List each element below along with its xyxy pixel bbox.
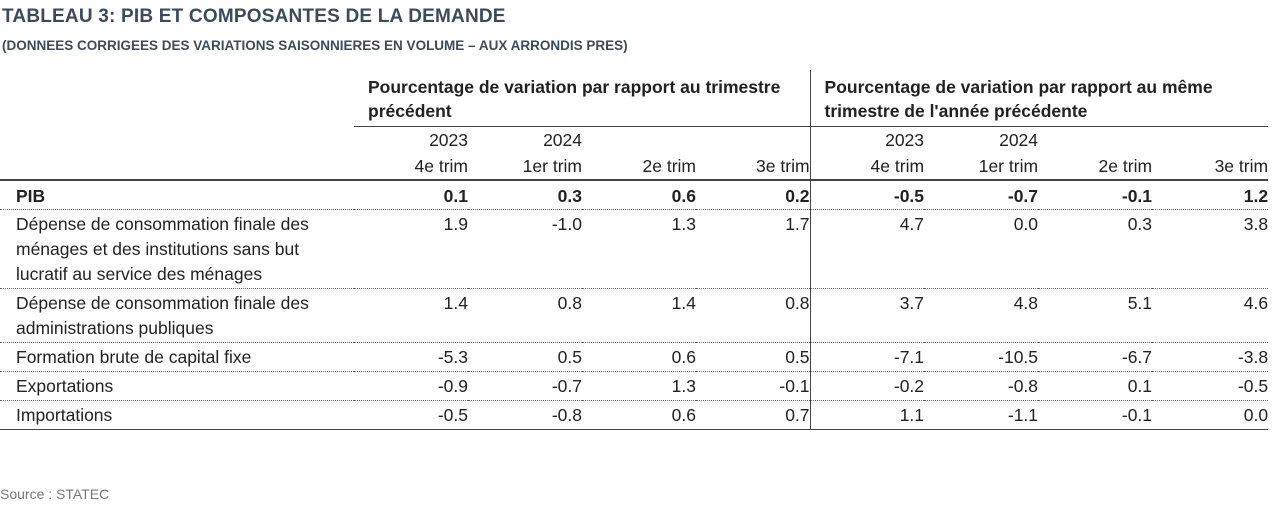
table-row: Formation brute de capital fixe -5.3 0.5… xyxy=(0,342,1269,372)
quarter-cell: 1er trim xyxy=(924,153,1039,181)
quarter-cell: 3e trim xyxy=(1152,153,1269,181)
table-title: TABLEAU 3: PIB ET COMPOSANTES DE LA DEMA… xyxy=(2,6,506,27)
year-cell xyxy=(696,126,811,153)
row-label: Exportations xyxy=(0,371,354,401)
row-label: Formation brute de capital fixe xyxy=(0,342,354,372)
value-cell: -5.3 xyxy=(354,342,468,372)
value-cell: 1.2 xyxy=(1152,180,1269,210)
value-cell: 0.6 xyxy=(582,342,696,372)
value-cell: -0.5 xyxy=(810,180,925,210)
value-cell: 1.7 xyxy=(696,209,811,289)
group-header-row: Pourcentage de variation par rapport au … xyxy=(0,70,1269,127)
quarter-cell: 1er trim xyxy=(468,153,582,181)
row-label: PIB xyxy=(0,180,354,210)
value-cell: 0.7 xyxy=(696,400,811,430)
value-cell: 0.0 xyxy=(1152,400,1269,430)
year-cell xyxy=(1038,127,1152,154)
value-cell: 1.3 xyxy=(582,371,696,401)
value-cell: -0.2 xyxy=(810,371,925,401)
value-cell: -0.9 xyxy=(354,371,468,401)
value-cell: -0.8 xyxy=(924,371,1039,401)
row-label: Importations xyxy=(0,400,354,430)
value-cell: 0.5 xyxy=(696,342,811,372)
table-row: Dépense de consommation finale des admin… xyxy=(0,288,1269,343)
quarter-cell: 2e trim xyxy=(582,153,696,181)
value-cell: 0.8 xyxy=(696,288,811,343)
value-cell: -7.1 xyxy=(810,342,925,372)
value-cell: 0.3 xyxy=(1038,209,1153,289)
value-cell: -10.5 xyxy=(924,342,1039,372)
value-cell: 1.9 xyxy=(354,209,468,289)
year-cell xyxy=(582,127,696,154)
value-cell: 3.8 xyxy=(1152,209,1269,289)
value-cell: 4.6 xyxy=(1152,288,1269,343)
value-cell: 0.3 xyxy=(468,180,582,210)
year-cell: 2023 xyxy=(885,130,925,150)
value-cell: -0.1 xyxy=(1038,180,1153,210)
quarter-cell: 4e trim xyxy=(810,153,925,181)
value-cell: 1.3 xyxy=(582,209,696,289)
year-cell: 2024 xyxy=(543,130,582,150)
value-cell: -0.8 xyxy=(468,400,582,430)
value-cell: 0.0 xyxy=(924,209,1039,289)
value-cell: -0.7 xyxy=(924,180,1039,210)
value-cell: 0.2 xyxy=(696,180,811,210)
value-cell: -3.8 xyxy=(1152,342,1269,372)
value-cell: -1.0 xyxy=(468,209,582,289)
year-cell: 2024 xyxy=(999,130,1039,150)
value-cell: -0.7 xyxy=(468,371,582,401)
year-cell xyxy=(1152,127,1268,154)
value-cell: -0.5 xyxy=(1152,371,1269,401)
quarter-row: 4e trim 1er trim 2e trim 3e trim 4e trim… xyxy=(0,153,1269,181)
value-cell: -6.7 xyxy=(1038,342,1153,372)
row-label: Dépense de consommation finale des admin… xyxy=(0,288,354,343)
quarter-spacer xyxy=(0,153,354,181)
value-cell: 0.1 xyxy=(1038,371,1153,401)
year-row: 2023 2024 2023 2024 xyxy=(0,126,1268,154)
value-cell: 0.5 xyxy=(468,342,582,372)
table-row: Importations -0.5 -0.8 0.6 0.7 1.1 -1.1 … xyxy=(0,400,1269,430)
year-cell: 2023 xyxy=(429,130,468,150)
quarter-cell: 2e trim xyxy=(1038,153,1153,181)
quarter-cell: 3e trim xyxy=(696,153,811,181)
value-cell: 4.7 xyxy=(810,209,925,289)
quarter-cell: 4e trim xyxy=(354,153,468,181)
value-cell: 0.1 xyxy=(354,180,468,210)
table-row: Exportations -0.9 -0.7 1.3 -0.1 -0.2 -0.… xyxy=(0,371,1269,401)
table-row: Dépense de consommation finale des ménag… xyxy=(0,209,1269,289)
value-cell: 5.1 xyxy=(1038,288,1153,343)
row-label: Dépense de consommation finale des ménag… xyxy=(0,209,354,289)
value-cell: 1.4 xyxy=(354,288,468,343)
gdp-table: Pourcentage de variation par rapport au … xyxy=(0,70,1269,430)
group-header-spacer xyxy=(0,70,354,127)
value-cell: 1.1 xyxy=(810,400,925,430)
value-cell: -0.5 xyxy=(354,400,468,430)
group-header-yoy: Pourcentage de variation par rapport au … xyxy=(810,70,1269,127)
value-cell: -0.1 xyxy=(696,371,811,401)
value-cell: 1.4 xyxy=(582,288,696,343)
source-note: Source : STATEC xyxy=(0,486,110,502)
value-cell: -0.1 xyxy=(1038,400,1153,430)
value-cell: 3.7 xyxy=(810,288,925,343)
value-cell: -1.1 xyxy=(924,400,1039,430)
year-spacer xyxy=(0,127,354,154)
value-cell: 4.8 xyxy=(924,288,1039,343)
table-row-pib: PIB 0.1 0.3 0.6 0.2 -0.5 -0.7 -0.1 1.2 xyxy=(0,180,1269,210)
value-cell: 0.8 xyxy=(468,288,582,343)
value-cell: 0.6 xyxy=(582,180,696,210)
table-subtitle: (DONNEES CORRIGEES DES VARIATIONS SAISON… xyxy=(2,38,628,53)
value-cell: 0.6 xyxy=(582,400,696,430)
group-header-qoq: Pourcentage de variation par rapport au … xyxy=(354,70,811,127)
